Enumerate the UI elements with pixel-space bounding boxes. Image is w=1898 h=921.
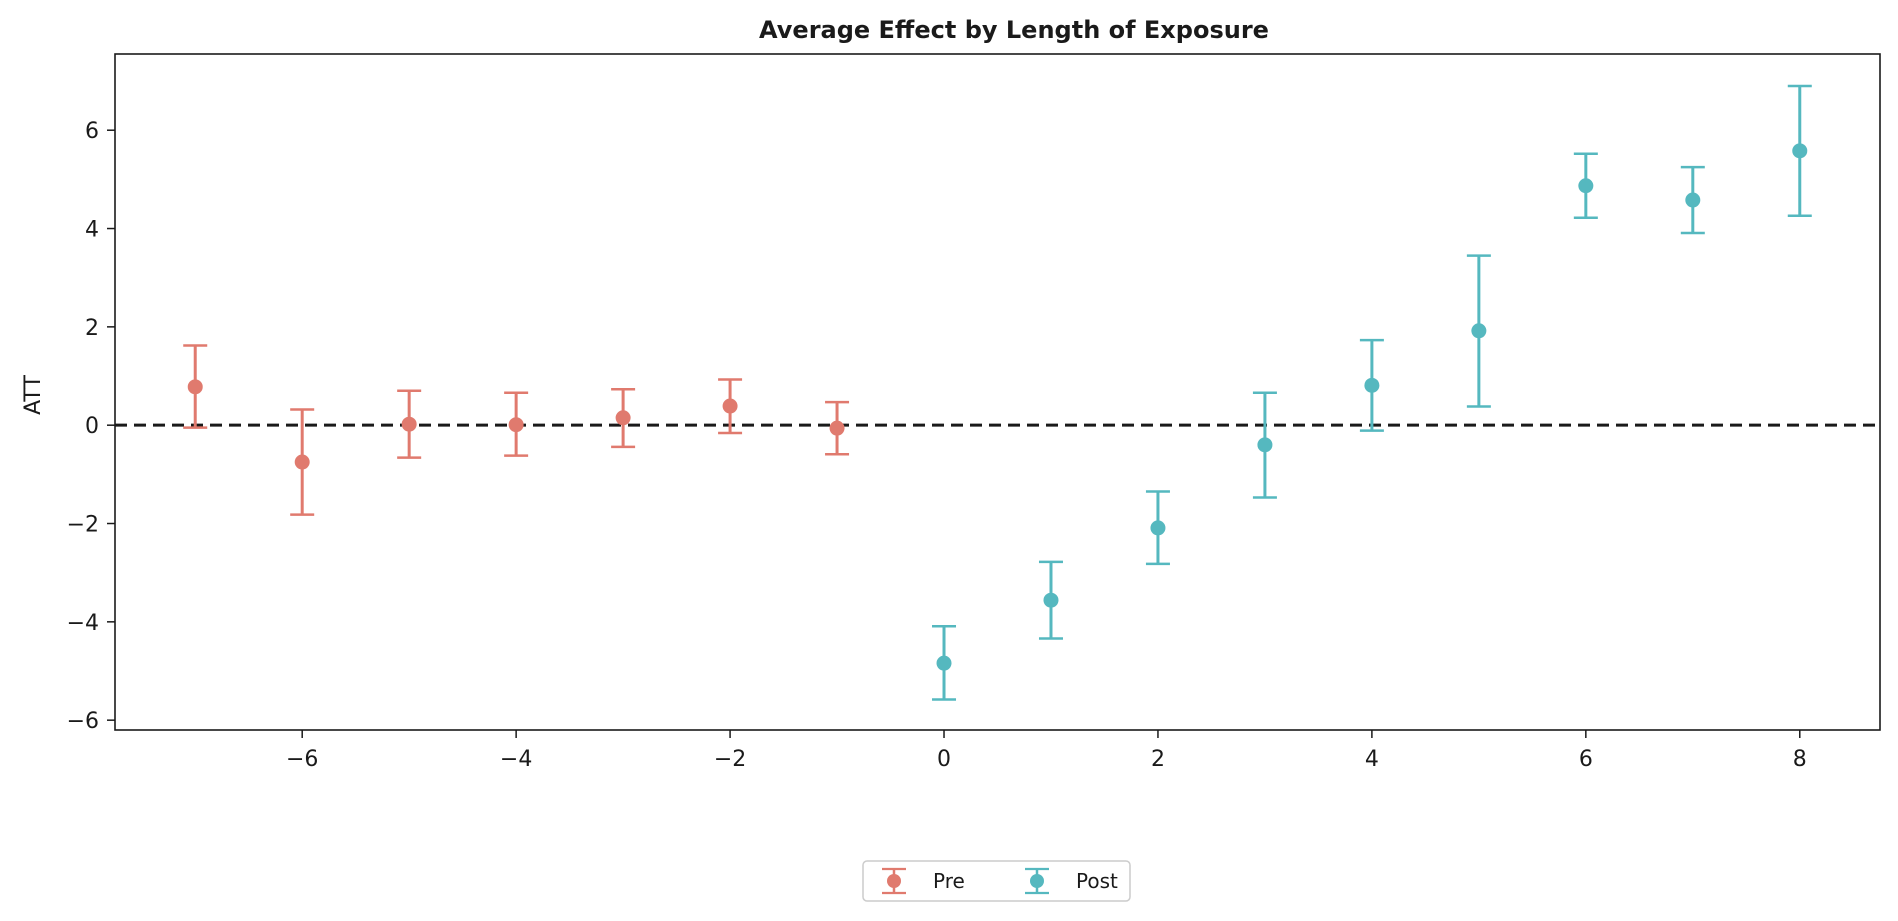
legend-label: Post: [1076, 869, 1118, 893]
y-axis-label: ATT: [21, 375, 46, 415]
legend-marker: [887, 874, 901, 888]
legend-marker: [1030, 874, 1044, 888]
legend-item-post: Post: [1025, 867, 1118, 895]
data-point: [722, 398, 738, 414]
data-point: [1364, 377, 1380, 393]
x-tick-label: 0: [937, 747, 951, 772]
y-tick-label: 2: [85, 316, 99, 341]
x-tick-label: 8: [1793, 747, 1807, 772]
y-tick-label: 4: [85, 218, 99, 243]
series-post: [932, 84, 1812, 701]
plot-frame: [114, 53, 1881, 731]
legend: Pre Post: [862, 860, 1131, 902]
x-tick-label: 4: [1365, 747, 1379, 772]
data-point: [1043, 592, 1059, 608]
data-point: [1792, 143, 1808, 159]
y-tick-label: −2: [67, 513, 99, 538]
chart-title: Average Effect by Length of Exposure: [759, 16, 1269, 44]
y-tick-label: 0: [85, 414, 99, 439]
x-tick-label: −6: [286, 747, 318, 772]
data-point: [1578, 178, 1594, 194]
data-point: [508, 417, 524, 433]
data-point: [1471, 323, 1487, 339]
x-tick-label: 2: [1151, 747, 1165, 772]
plot-area: −6 −4 −2 0 2 4 6 8 −6 −4 −2 0 2 4 6: [67, 53, 1881, 772]
y-tick-label: −6: [67, 709, 99, 734]
y-tick-label: 6: [85, 119, 99, 144]
data-point: [1685, 192, 1701, 208]
legend-item-pre: Pre: [882, 867, 965, 895]
data-point: [187, 379, 203, 395]
data-point: [1257, 437, 1273, 453]
x-tick-label: −4: [500, 747, 532, 772]
data-point: [294, 454, 310, 470]
legend-label: Pre: [933, 869, 965, 893]
legend-box: [862, 860, 1131, 902]
series-pre: [183, 344, 850, 516]
y-tick-label: −4: [67, 611, 99, 636]
x-tick-label: 6: [1579, 747, 1593, 772]
data-point: [615, 410, 631, 426]
data-point: [936, 655, 952, 671]
data-point: [401, 416, 417, 432]
data-point: [1150, 520, 1166, 536]
data-point: [829, 420, 845, 436]
x-tick-label: −2: [714, 747, 746, 772]
